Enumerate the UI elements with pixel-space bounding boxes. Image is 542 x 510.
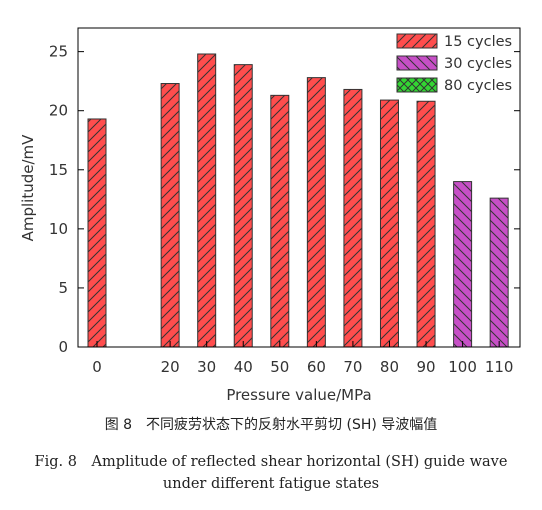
x-tick-label-100: 100 xyxy=(448,358,477,376)
x-tick-label-60: 60 xyxy=(307,358,326,376)
legend-label-0: 15 cycles xyxy=(444,34,512,50)
bar-15-cycles-0 xyxy=(87,118,107,348)
x-tick-label-20: 20 xyxy=(161,358,180,376)
x-tick-label-40: 40 xyxy=(234,358,253,376)
y-tick-label-10: 10 xyxy=(49,220,68,238)
figure-caption-english-line2: under different fatigue states xyxy=(162,476,380,492)
bar-15-cycles-50 xyxy=(270,94,290,348)
x-tick-label-0: 0 xyxy=(92,358,102,376)
figure-caption-chinese: 图 8 不同疲劳状态下的反射水平剪切 (SH) 导波幅值 xyxy=(104,417,438,433)
bar-15-cycles-60 xyxy=(306,77,326,348)
x-tick-label-110: 110 xyxy=(485,358,514,376)
bar-15-cycles-20 xyxy=(160,83,180,348)
figure-caption-english-line1: Fig. 8 Amplitude of reflected shear hori… xyxy=(34,454,508,470)
x-tick-label-30: 30 xyxy=(197,358,216,376)
bar-15-cycles-30 xyxy=(197,53,217,348)
x-tick-label-70: 70 xyxy=(343,358,362,376)
x-tick-label-50: 50 xyxy=(270,358,289,376)
x-tick-label-90: 90 xyxy=(416,358,435,376)
y-tick-label-5: 5 xyxy=(58,279,68,297)
y-tick-label-15: 15 xyxy=(49,161,68,179)
legend-label-2: 80 cycles xyxy=(444,78,512,94)
y-axis-label: Amplitude/mV xyxy=(19,134,37,242)
legend-swatch-0 xyxy=(396,33,438,49)
bar-15-cycles-40 xyxy=(233,64,253,348)
legend-label-1: 30 cycles xyxy=(444,56,512,72)
plot-frame xyxy=(77,27,521,348)
bar-15-cycles-70 xyxy=(343,88,363,348)
bar-chart: 0 5 10 15 20 25 0 20 30 40 50 60 70 80 90 100 110 Pressu… xyxy=(19,27,521,404)
x-tick-label-80: 80 xyxy=(380,358,399,376)
y-tick-label-0: 0 xyxy=(58,338,68,356)
bar-30-cycles-110 xyxy=(489,197,509,348)
bar-15-cycles-90 xyxy=(416,100,436,348)
bar-30-cycles-100 xyxy=(453,181,473,348)
legend-swatch-2 xyxy=(396,77,438,93)
bar-15-cycles-80 xyxy=(379,99,399,348)
legend: 15 cycles 30 cycles 80 cycles xyxy=(396,33,512,94)
x-axis-label: Pressure value/MPa xyxy=(226,386,371,404)
y-tick-label-25: 25 xyxy=(49,43,68,61)
y-tick-label-20: 20 xyxy=(49,102,68,120)
legend-swatch-1 xyxy=(396,55,438,71)
